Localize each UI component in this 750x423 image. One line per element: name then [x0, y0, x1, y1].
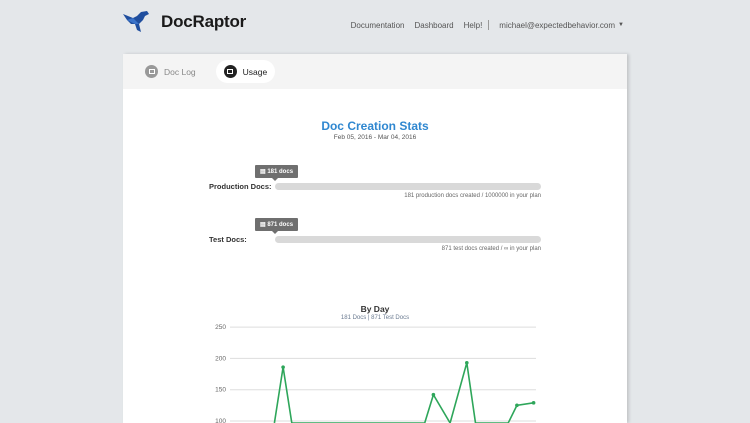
tooltip-text: 181 docs: [267, 169, 294, 175]
data-point: [465, 360, 469, 365]
data-point: [431, 392, 436, 397]
caret-down-icon[interactable]: ▼: [618, 22, 624, 28]
date-range: Feb 05, 2016 - Mar 04, 2016: [333, 134, 417, 141]
tab-label: Usage: [242, 66, 268, 77]
production-label: Production Docs:: [209, 182, 272, 191]
chart-icon: [223, 65, 237, 78]
test-note: 871 test docs created / ∞ in your plan: [441, 246, 541, 252]
tab-bar: Doc Log Usage: [123, 54, 627, 89]
chart-title: By Day: [360, 304, 390, 314]
user-menu[interactable]: michael@expectedbehavior.com: [499, 20, 616, 30]
raptor-logo-icon: [123, 11, 149, 32]
data-point: [531, 401, 536, 405]
tooltip-text: 871 docs: [267, 222, 294, 228]
y-tick-label: 100: [215, 418, 226, 423]
main-card: Doc Log Usage Doc Creation Stats Feb 05,…: [123, 54, 627, 423]
y-tick-label: 150: [215, 387, 226, 394]
tab-usage[interactable]: Usage: [215, 60, 276, 83]
list-icon: [145, 65, 158, 78]
nav-help[interactable]: Help!: [463, 20, 483, 30]
nav-dashboard[interactable]: Dashboard: [414, 20, 454, 30]
brand-name: DocRaptor: [161, 12, 247, 31]
y-tick-label: 250: [215, 324, 226, 331]
nav-divider: [488, 20, 490, 30]
logo[interactable]: DocRaptor: [123, 10, 246, 34]
nav-documentation[interactable]: Documentation: [350, 20, 405, 30]
top-nav: Documentation Dashboard Help! michael@ex…: [341, 20, 624, 30]
tab-doc-log[interactable]: Doc Log: [137, 60, 204, 83]
chart-subtitle: 181 Docs | 871 Test Docs: [340, 315, 410, 321]
test-progress-bar: [275, 236, 541, 243]
production-tooltip: ▤ 181 docs: [255, 165, 299, 181]
production-note: 181 production docs created / 1000000 in…: [404, 193, 541, 199]
tab-label: Doc Log: [164, 66, 196, 77]
test-tooltip: ▤ 871 docs: [255, 218, 299, 234]
by-day-chart: 100 150 200 250: [215, 324, 536, 423]
test-label: Test Docs:: [209, 235, 247, 244]
production-progress-bar: [275, 183, 541, 190]
stats-title: Doc Creation Stats: [321, 119, 429, 133]
y-tick-label: 200: [215, 355, 226, 362]
data-point: [515, 403, 519, 408]
series-line: [273, 362, 534, 423]
data-point: [281, 365, 285, 369]
